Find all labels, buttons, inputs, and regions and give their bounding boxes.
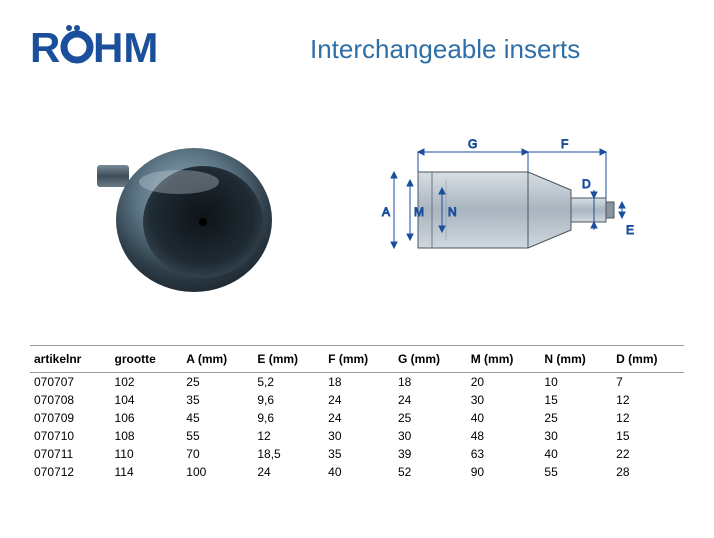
- table-cell: 40: [324, 463, 394, 481]
- table-cell: 90: [467, 463, 541, 481]
- image-row: A M N G F D E: [30, 105, 684, 315]
- table-cell: 7: [612, 373, 684, 392]
- table-cell: 70: [182, 445, 253, 463]
- table-cell: 100: [182, 463, 253, 481]
- table-cell: 22: [612, 445, 684, 463]
- table-row: 070707102255,2181820107: [30, 373, 684, 392]
- table-header-cell: D (mm): [612, 346, 684, 373]
- page-title: Interchangeable inserts: [310, 34, 580, 65]
- table-cell: 39: [394, 445, 467, 463]
- table-cell: 55: [540, 463, 612, 481]
- spec-table: artikelnrgrootteA (mm)E (mm)F (mm)G (mm)…: [30, 345, 684, 481]
- table-cell: 24: [324, 391, 394, 409]
- table-cell: 25: [394, 409, 467, 427]
- table-cell: 25: [540, 409, 612, 427]
- table-cell: 20: [467, 373, 541, 392]
- table-cell: 18,5: [253, 445, 324, 463]
- table-header-cell: artikelnr: [30, 346, 111, 373]
- technical-diagram: A M N G F D E: [376, 130, 636, 290]
- table-cell: 18: [324, 373, 394, 392]
- dim-f-label: F: [561, 137, 568, 151]
- table-cell: 102: [111, 373, 183, 392]
- table-cell: 40: [540, 445, 612, 463]
- table-row: 070708104359,62424301512: [30, 391, 684, 409]
- table-cell: 63: [467, 445, 541, 463]
- table-header-cell: E (mm): [253, 346, 324, 373]
- table-cell: 114: [111, 463, 183, 481]
- table-cell: 070710: [30, 427, 111, 445]
- table-cell: 12: [612, 391, 684, 409]
- table-cell: 110: [111, 445, 183, 463]
- table-cell: 30: [394, 427, 467, 445]
- table-cell: 28: [612, 463, 684, 481]
- table-header-row: artikelnrgrootteA (mm)E (mm)F (mm)G (mm)…: [30, 346, 684, 373]
- table-cell: 24: [394, 391, 467, 409]
- table-cell: 30: [324, 427, 394, 445]
- table-cell: 24: [253, 463, 324, 481]
- table-cell: 12: [253, 427, 324, 445]
- dim-g-label: G: [468, 137, 477, 151]
- table-cell: 48: [467, 427, 541, 445]
- table-cell: 15: [612, 427, 684, 445]
- product-photo: [79, 110, 279, 310]
- dim-n-label: N: [448, 205, 457, 219]
- table-header-cell: A (mm): [182, 346, 253, 373]
- table-cell: 40: [467, 409, 541, 427]
- table-header-cell: N (mm): [540, 346, 612, 373]
- svg-text:R: R: [30, 24, 60, 71]
- table-header-cell: M (mm): [467, 346, 541, 373]
- dim-d-label: D: [582, 177, 591, 191]
- table-cell: 18: [394, 373, 467, 392]
- table-header-cell: G (mm): [394, 346, 467, 373]
- dim-e-label: E: [626, 223, 634, 237]
- header: R HM Interchangeable inserts: [30, 22, 684, 77]
- table-cell: 5,2: [253, 373, 324, 392]
- table-row: 07071010855123030483015: [30, 427, 684, 445]
- table-cell: 070707: [30, 373, 111, 392]
- table-cell: 25: [182, 373, 253, 392]
- dim-a-label: A: [382, 205, 390, 219]
- table-cell: 35: [324, 445, 394, 463]
- table-cell: 52: [394, 463, 467, 481]
- table-cell: 30: [540, 427, 612, 445]
- table-row: 070709106459,62425402512: [30, 409, 684, 427]
- table-cell: 104: [111, 391, 183, 409]
- table-cell: 070709: [30, 409, 111, 427]
- table-cell: 070711: [30, 445, 111, 463]
- table-cell: 9,6: [253, 409, 324, 427]
- table-body: 070707102255,2181820107070708104359,6242…: [30, 373, 684, 482]
- svg-text:HM: HM: [93, 24, 158, 71]
- table-header-cell: F (mm): [324, 346, 394, 373]
- table-cell: 30: [467, 391, 541, 409]
- table-row: 070712114100244052905528: [30, 463, 684, 481]
- table-cell: 35: [182, 391, 253, 409]
- table-cell: 45: [182, 409, 253, 427]
- table-cell: 070708: [30, 391, 111, 409]
- table-cell: 108: [111, 427, 183, 445]
- table-header-cell: grootte: [111, 346, 183, 373]
- table-cell: 12: [612, 409, 684, 427]
- table-cell: 55: [182, 427, 253, 445]
- table-cell: 24: [324, 409, 394, 427]
- table-row: 0707111107018,53539634022: [30, 445, 684, 463]
- table-cell: 106: [111, 409, 183, 427]
- table-cell: 9,6: [253, 391, 324, 409]
- table-cell: 15: [540, 391, 612, 409]
- table-cell: 070712: [30, 463, 111, 481]
- rohm-logo: R HM: [30, 22, 200, 77]
- table-cell: 10: [540, 373, 612, 392]
- dim-m-label: M: [414, 205, 424, 219]
